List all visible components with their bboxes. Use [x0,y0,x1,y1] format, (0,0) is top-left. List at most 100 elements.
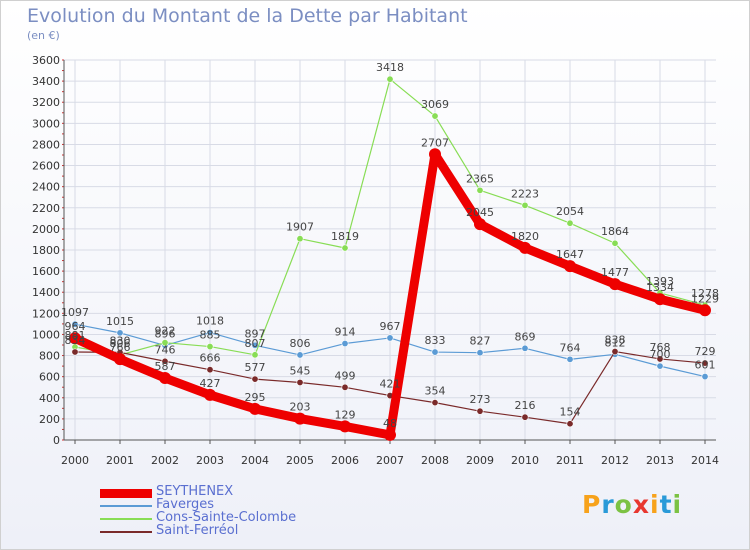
x-tick-label: 2010 [511,454,539,467]
x-tick-label: 2013 [646,454,674,467]
data-label: 746 [155,343,176,356]
data-label: 1907 [286,221,314,234]
data-label: 1864 [601,225,629,238]
logo-letter: i [672,490,683,519]
data-label: 2045 [466,206,494,219]
data-point [566,219,574,227]
data-point [161,339,169,347]
y-tick-label: 1200 [32,307,60,320]
legend-item: Faverges [100,498,400,512]
data-point [611,239,619,247]
data-point [341,340,349,348]
data-label: 885 [200,329,221,342]
logo-letter: r [601,490,615,519]
data-point [656,362,664,370]
data-label: 922 [155,325,176,338]
data-label: 896 [155,327,176,340]
data-point [159,372,171,385]
data-point [564,260,576,273]
data-label: 1229 [691,292,719,305]
data-point [474,218,486,231]
data-label: 729 [695,345,716,358]
data-label: 129 [335,408,356,421]
data-label: 421 [380,378,401,391]
data-label: 666 [200,352,221,365]
x-tick-label: 2000 [61,454,89,467]
y-unit-label: (en €) [27,29,60,42]
data-label: 601 [695,359,716,372]
data-label: 764 [560,341,581,354]
y-tick-label: 2200 [32,202,60,215]
legend-item: Saint-Ferréol [100,523,400,538]
data-point [296,235,304,243]
y-tick-label: 2600 [32,160,60,173]
data-point [566,420,574,428]
legend-swatch [100,505,152,507]
y-tick-label: 2400 [32,181,60,194]
legend-label: SEYTHENEX [156,484,234,499]
legend-swatch [100,488,152,498]
data-point [384,428,396,441]
data-point [116,329,124,337]
x-tick-label: 2007 [376,454,404,467]
data-label: 838 [605,334,626,347]
data-point [341,244,349,252]
x-tick-label: 2011 [556,454,584,467]
logo-letter: o [614,490,633,519]
x-tick-label: 2005 [286,454,314,467]
data-label: 1819 [331,230,359,243]
data-point [701,359,709,367]
data-label: 587 [155,360,176,373]
x-tick-label: 2008 [421,454,449,467]
y-tick-label: 3200 [32,96,60,109]
data-point [476,407,484,415]
data-point [386,334,394,342]
legend-label: Saint-Ferréol [156,523,239,538]
y-tick-label: 2800 [32,138,60,151]
data-point [294,412,306,425]
data-point [339,420,351,433]
data-label: 869 [515,330,536,343]
data-point [609,278,621,291]
x-tick-label: 2001 [106,454,134,467]
data-label: 827 [470,335,491,348]
y-tick-label: 2000 [32,223,60,236]
y-tick-label: 1800 [32,244,60,257]
data-label: 897 [245,327,266,340]
data-label: 3069 [421,98,449,111]
data-point [476,186,484,194]
chart-title: Evolution du Montant de la Dette par Hab… [27,5,468,27]
data-label: 1015 [106,315,134,328]
data-point [251,375,259,383]
y-tick-label: 800 [39,350,60,363]
data-label: 216 [515,399,536,412]
data-point [429,148,441,161]
data-label: 807 [245,337,266,350]
data-point [71,320,79,328]
logo-letter: x [632,490,650,519]
data-label: 914 [335,326,356,339]
logo-letter: P [582,490,602,519]
data-point [611,348,619,356]
logo-letter: i [650,490,660,519]
y-tick-label: 3400 [32,75,60,88]
legend-label: Cons-Sainte-Colombe [156,510,297,525]
data-label: 1393 [646,275,674,288]
data-label: 354 [425,385,446,398]
legend-swatch [100,518,152,520]
legend-swatch [100,531,152,533]
data-point [654,293,666,306]
data-point [204,388,216,401]
data-point [251,351,259,359]
data-point [341,383,349,391]
data-label: 499 [335,369,356,382]
data-label: 806 [290,337,311,350]
x-tick-label: 2004 [241,454,269,467]
y-tick-label: 3600 [32,54,60,67]
y-tick-label: 0 [53,434,60,447]
x-tick-label: 2009 [466,454,494,467]
data-point [519,241,531,254]
data-label: 834 [65,334,86,347]
